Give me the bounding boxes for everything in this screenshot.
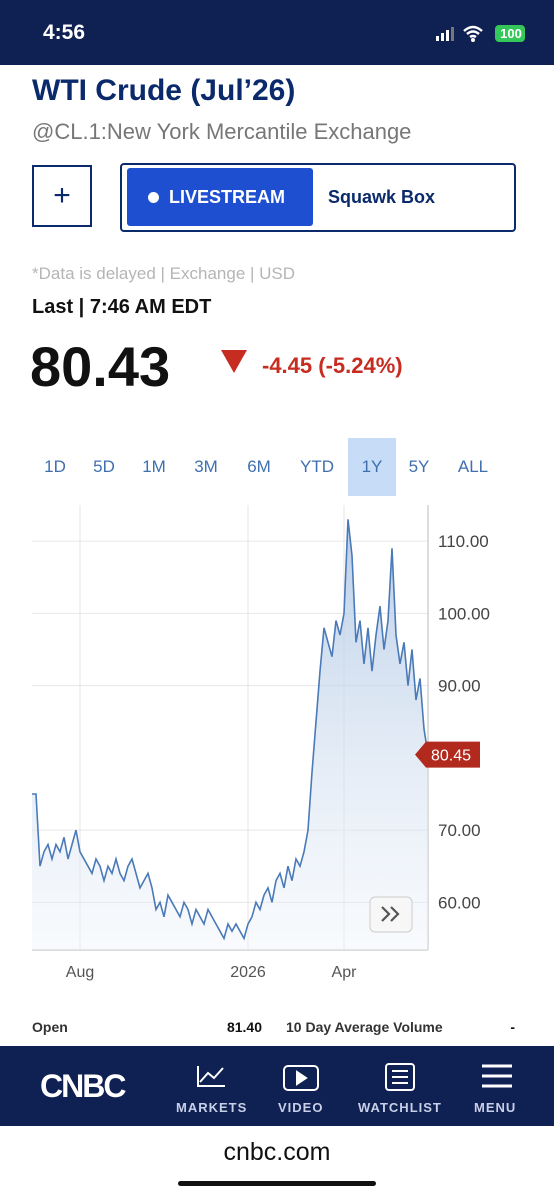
range-button[interactable]: 5Y [408, 457, 430, 476]
home-indicator [178, 1181, 376, 1186]
area [32, 519, 428, 950]
nav-item[interactable]: MARKETS [176, 1100, 248, 1115]
livestream-button[interactable]: LIVESTREAM [127, 168, 313, 226]
last-price-tag [415, 741, 480, 768]
price: 80.43 [30, 335, 171, 398]
range-button[interactable]: ALL [457, 457, 489, 476]
title: WTI Crude (Jul’26) [32, 74, 296, 107]
stat-label: 10 Day Average Volume [286, 1019, 443, 1035]
time: 4:56 [43, 21, 86, 44]
range-button[interactable]: 1D [44, 457, 66, 476]
range-button[interactable]: YTD [300, 457, 334, 476]
nav-bar: CNBC MARKETS VIDEO WATCHLIST MENU [0, 1046, 554, 1126]
stat-value: 81.40 [226, 1019, 262, 1035]
down-arrow [221, 350, 247, 373]
livestream-box: LIVESTREAM Squawk Box [120, 163, 516, 232]
range-button[interactable]: 1M [142, 457, 166, 476]
y-tick-label: 60.00 [438, 893, 481, 912]
scroll-icon [381, 906, 400, 922]
line [32, 519, 429, 941]
range-button[interactable]: 1Y [348, 438, 396, 496]
nav-item[interactable]: VIDEO [278, 1100, 324, 1115]
add-button[interactable]: + [32, 165, 92, 227]
change: -4.45 (-5.24%) [262, 353, 403, 378]
livestream-label: LIVESTREAM [169, 187, 286, 207]
chart: 60.00 70.00 90.00 100.00 110.00 Aug 2026 Apr 80.… [32, 505, 490, 981]
nav-item[interactable]: WATCHLIST [358, 1100, 442, 1115]
y-tick-label: 70.00 [438, 821, 481, 840]
scroll-button[interactable] [369, 896, 413, 933]
status-icons [436, 25, 525, 42]
x-tick-label: 2026 [230, 964, 266, 981]
stat-value: - [510, 1019, 515, 1035]
range-button[interactable]: 5D [93, 457, 115, 476]
y-tick-label: 110.00 [438, 532, 489, 551]
status-bar: 4:56 100 [0, 0, 554, 65]
battery: 100 [500, 26, 522, 41]
stat-label: Open [32, 1019, 68, 1035]
last-price-label: 80.45 [431, 748, 471, 765]
subtitle: @CL.1:New York Mercantile Exchange [32, 119, 412, 144]
live-dot [148, 192, 159, 203]
delay-note: *Data is delayed | Exchange | USD [32, 264, 296, 283]
range-button[interactable]: 3M [194, 457, 218, 476]
y-tick-label: 90.00 [438, 677, 481, 696]
range-button[interactable]: 6M [247, 457, 271, 476]
brand[interactable]: CNBC [40, 1068, 126, 1104]
nav-icons [197, 1063, 512, 1091]
x-tick-label: Aug [66, 964, 94, 981]
url: cnbc.com [223, 1138, 331, 1166]
y-tick-label: 100.00 [438, 604, 490, 623]
show-name[interactable]: Squawk Box [328, 187, 436, 207]
x-tick-label: Apr [332, 964, 358, 981]
nav-item[interactable]: MENU [474, 1100, 517, 1115]
last-time: Last | 7:46 AM EDT [32, 296, 212, 318]
